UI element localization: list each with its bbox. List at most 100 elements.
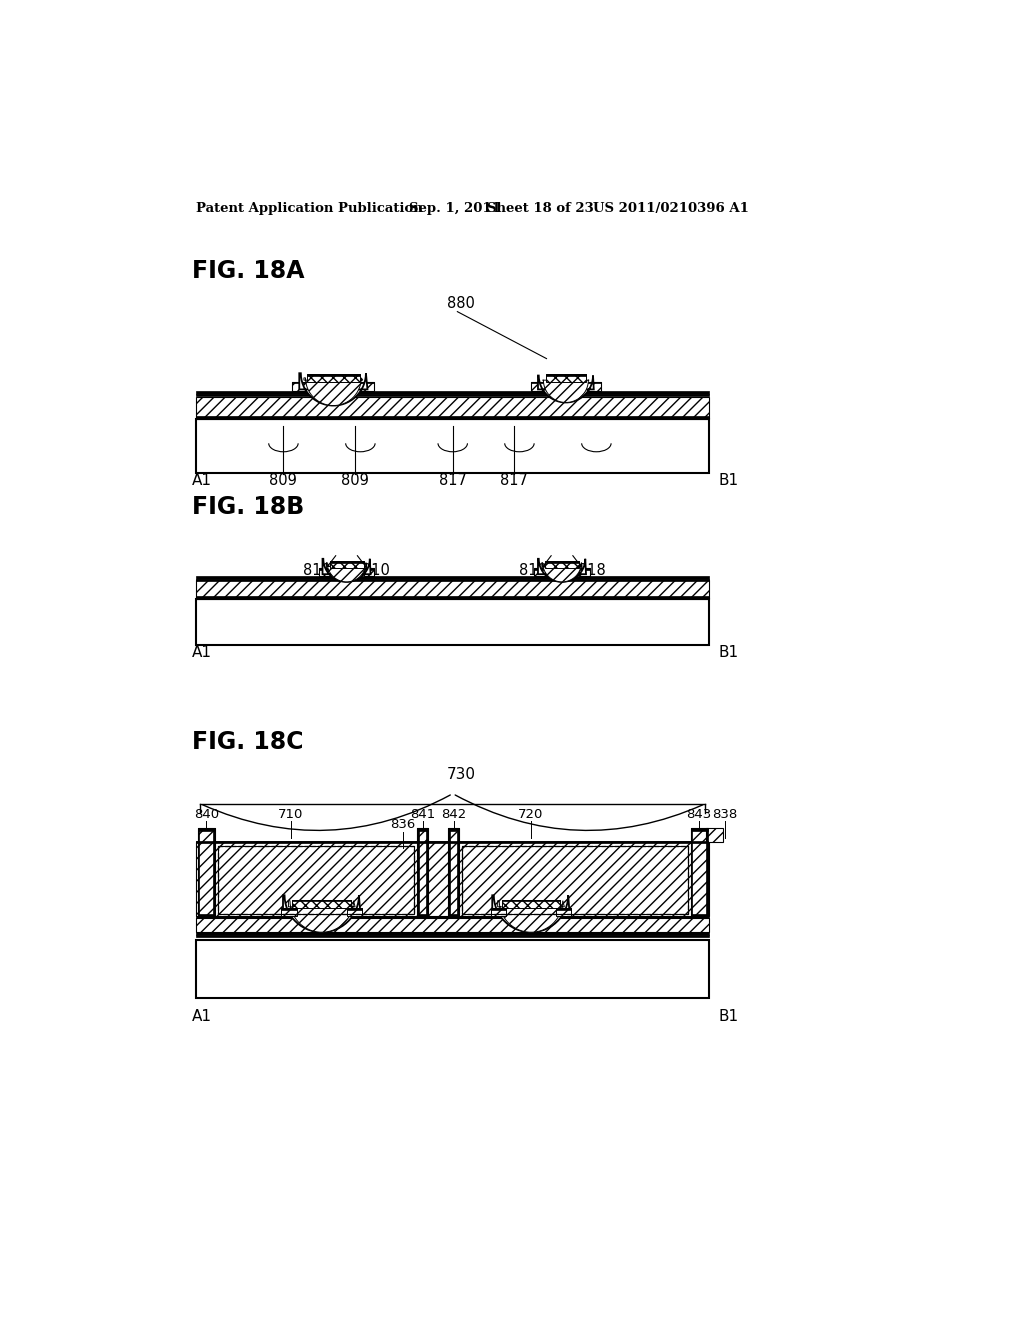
Bar — [218, 846, 414, 913]
Bar — [330, 561, 364, 568]
Bar — [690, 841, 708, 843]
Bar — [198, 841, 215, 843]
Text: 710: 710 — [279, 808, 303, 821]
Text: FIG. 18B: FIG. 18B — [191, 495, 304, 519]
Polygon shape — [299, 374, 368, 405]
Bar — [690, 841, 708, 916]
Polygon shape — [493, 895, 569, 932]
Bar — [449, 829, 450, 842]
Bar — [502, 900, 560, 902]
Text: FIG. 18C: FIG. 18C — [191, 730, 303, 754]
Bar — [449, 841, 459, 843]
Text: 809: 809 — [341, 473, 370, 488]
Bar — [318, 568, 330, 570]
Bar — [197, 841, 710, 842]
Bar — [545, 561, 579, 562]
Bar — [213, 829, 215, 842]
Text: 836: 836 — [390, 818, 416, 832]
Bar — [307, 374, 359, 381]
Text: Sheet 18 of 23: Sheet 18 of 23 — [486, 202, 594, 215]
Bar — [707, 829, 708, 842]
Bar — [417, 913, 428, 916]
Text: 817: 817 — [501, 473, 528, 488]
Text: 843: 843 — [686, 808, 712, 821]
Bar — [197, 599, 710, 645]
Bar — [462, 846, 687, 913]
Text: A1: A1 — [193, 1010, 212, 1024]
Bar — [292, 381, 309, 391]
Text: 817: 817 — [439, 473, 467, 488]
Bar — [690, 841, 692, 916]
Text: FIG. 18A: FIG. 18A — [191, 259, 304, 282]
Bar — [292, 900, 351, 908]
Bar — [449, 829, 459, 842]
Bar — [458, 829, 459, 842]
Bar — [556, 908, 571, 909]
Bar — [417, 829, 428, 830]
Text: 730: 730 — [446, 767, 476, 781]
Bar — [197, 935, 710, 937]
Text: B1: B1 — [719, 645, 738, 660]
Bar — [707, 829, 723, 842]
Bar — [346, 908, 362, 909]
Bar — [197, 940, 710, 998]
Bar — [198, 829, 215, 830]
Bar — [357, 381, 375, 391]
Text: 818: 818 — [578, 562, 605, 578]
Text: 842: 842 — [441, 808, 466, 821]
Polygon shape — [327, 562, 367, 582]
Bar — [197, 595, 710, 599]
Text: A1: A1 — [193, 473, 212, 488]
Bar — [690, 829, 692, 842]
Bar — [197, 397, 710, 418]
Bar — [458, 841, 459, 916]
Text: Patent Application Publication: Patent Application Publication — [197, 202, 423, 215]
Bar — [490, 908, 506, 916]
Bar — [197, 418, 710, 473]
Polygon shape — [542, 562, 583, 582]
Bar — [197, 395, 710, 396]
Bar — [330, 561, 364, 562]
Text: 838: 838 — [712, 808, 737, 821]
Bar — [545, 561, 579, 568]
Text: 840: 840 — [194, 808, 219, 821]
Bar — [579, 568, 590, 576]
Bar — [282, 908, 297, 909]
Bar — [535, 568, 545, 570]
Bar — [318, 568, 330, 576]
Bar — [502, 900, 560, 908]
Bar — [531, 381, 548, 391]
Bar — [417, 841, 428, 916]
Bar — [426, 841, 428, 916]
Bar — [197, 919, 710, 932]
Bar — [417, 841, 419, 916]
Bar — [292, 381, 309, 383]
Text: B1: B1 — [719, 473, 738, 488]
Bar — [197, 578, 710, 581]
Bar — [449, 841, 450, 916]
Bar — [417, 829, 419, 842]
Bar — [346, 908, 362, 916]
Text: 810: 810 — [303, 562, 331, 578]
Bar — [690, 829, 708, 830]
Bar — [197, 916, 710, 919]
Bar — [426, 829, 428, 842]
Bar — [417, 841, 428, 843]
Text: 810: 810 — [362, 562, 390, 578]
Polygon shape — [283, 895, 360, 932]
Bar — [197, 391, 710, 395]
Bar — [462, 846, 687, 913]
Bar — [546, 374, 586, 375]
Bar — [197, 416, 710, 418]
Bar — [357, 381, 375, 383]
Bar — [584, 381, 601, 391]
Text: A1: A1 — [193, 645, 212, 660]
Polygon shape — [323, 558, 371, 582]
Text: Sep. 1, 2011: Sep. 1, 2011 — [410, 202, 501, 215]
Polygon shape — [304, 378, 362, 405]
Bar — [198, 913, 215, 916]
Bar — [546, 374, 586, 381]
Text: 818: 818 — [519, 562, 547, 578]
Bar — [364, 568, 375, 576]
Bar — [218, 846, 414, 913]
